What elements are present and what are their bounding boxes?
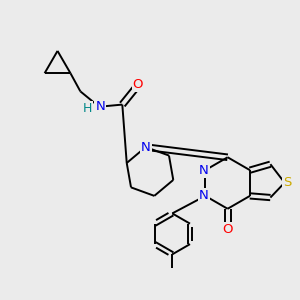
Text: O: O [222, 224, 233, 236]
Text: N: N [199, 164, 208, 177]
Text: N: N [199, 189, 208, 203]
Text: S: S [283, 176, 291, 189]
Text: N: N [141, 141, 151, 154]
Text: H: H [82, 102, 92, 116]
Text: O: O [133, 78, 143, 91]
Text: N: N [95, 100, 105, 113]
